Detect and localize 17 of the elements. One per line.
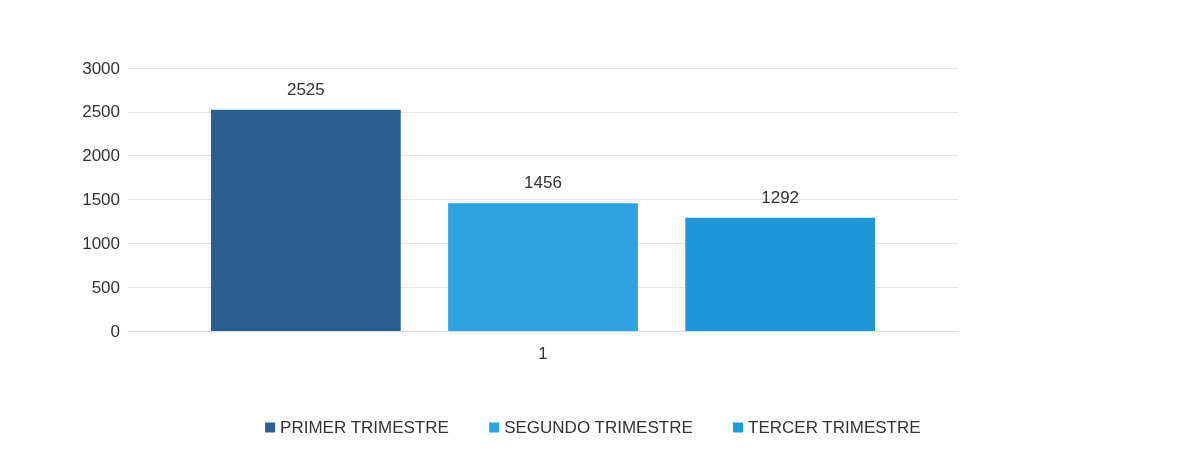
legend-label: TERCER TRIMESTRE bbox=[748, 418, 921, 437]
legend-label: PRIMER TRIMESTRE bbox=[280, 418, 449, 437]
y-tick-label: 500 bbox=[91, 277, 120, 297]
x-tick-label: 1 bbox=[538, 344, 548, 363]
bar bbox=[211, 109, 401, 331]
data-label: 1456 bbox=[524, 173, 562, 193]
y-tick-label: 3000 bbox=[82, 58, 120, 78]
y-tick-label: 1000 bbox=[82, 233, 120, 253]
y-tick-label: 0 bbox=[110, 321, 120, 341]
y-tick-label: 2500 bbox=[82, 102, 120, 122]
data-label: 1292 bbox=[761, 187, 800, 207]
y-tick-label: 2000 bbox=[82, 146, 120, 166]
bar bbox=[685, 217, 875, 331]
legend-label: SEGUNDO TRIMESTRE bbox=[504, 418, 693, 437]
bar bbox=[448, 203, 638, 331]
data-label: 2525 bbox=[286, 79, 325, 99]
y-tick-label: 1500 bbox=[82, 190, 120, 209]
